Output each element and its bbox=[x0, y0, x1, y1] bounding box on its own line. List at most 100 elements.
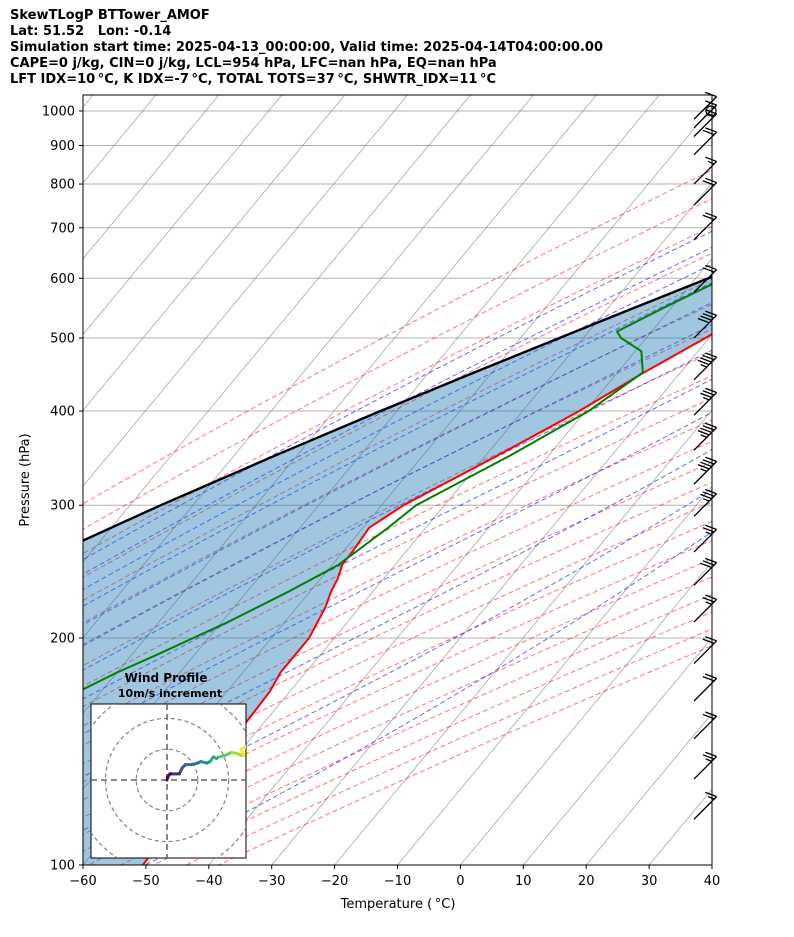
dry-adiabat-line bbox=[83, 419, 712, 727]
barb-shaft bbox=[693, 216, 718, 241]
barb-flag-full bbox=[705, 751, 717, 758]
wind-barb bbox=[693, 100, 718, 129]
wind-barb bbox=[693, 352, 718, 381]
y-axis-label: Pressure (hPa) bbox=[18, 433, 33, 526]
wind-barb bbox=[693, 310, 718, 339]
y-tick-label: 800 bbox=[50, 178, 75, 193]
barb-flag-full bbox=[705, 109, 717, 115]
barb-flag-full bbox=[705, 387, 717, 394]
barb-flag-full bbox=[700, 427, 712, 434]
moist-adiabat-line bbox=[83, 230, 712, 561]
moist-adiabat-line bbox=[83, 411, 712, 735]
moist-adiabat-line bbox=[83, 378, 712, 700]
barb-flag-full bbox=[705, 310, 717, 316]
x-tick-label: −10 bbox=[384, 874, 411, 889]
wind-barb bbox=[693, 156, 718, 185]
barb-shaft bbox=[693, 131, 718, 156]
barb-flag-full bbox=[705, 422, 717, 429]
y-tick-label: 400 bbox=[50, 405, 75, 420]
title-stability-indices: LFT IDX=10 °C, K IDX=-7 °C, TOTAL TOTS=3… bbox=[10, 72, 497, 87]
barb-shaft bbox=[693, 677, 718, 702]
isotherm-line bbox=[83, 95, 346, 411]
wind-barb bbox=[693, 636, 718, 665]
barb-shaft bbox=[693, 796, 718, 820]
moist-adiabat-line bbox=[83, 324, 712, 647]
hodograph-segment bbox=[239, 744, 246, 751]
wind-barb bbox=[705, 105, 717, 117]
dry-adiabat-line bbox=[83, 397, 712, 707]
barb-flag-full bbox=[700, 461, 712, 468]
barb-flag-full bbox=[705, 711, 717, 717]
barb-flag-full bbox=[705, 673, 717, 679]
title-station: SkewTLogP BTTower_AMOF bbox=[10, 8, 210, 23]
barb-flag-full bbox=[705, 156, 717, 163]
barb-shaft bbox=[693, 104, 718, 129]
barb-flag-full bbox=[705, 177, 717, 184]
isotherm-line bbox=[585, 712, 712, 865]
barb-flag-full bbox=[705, 212, 717, 218]
barb-shaft bbox=[693, 640, 718, 665]
barb-shaft bbox=[693, 113, 718, 137]
isotherm-line bbox=[83, 95, 597, 715]
wind-barb bbox=[693, 751, 718, 780]
x-tick-label: −60 bbox=[69, 874, 96, 889]
y-tick-label: 300 bbox=[50, 499, 75, 514]
wind-barb bbox=[693, 177, 718, 206]
x-tick-label: 10 bbox=[515, 874, 532, 889]
barb-flag-full bbox=[700, 315, 712, 321]
barb-shaft bbox=[693, 461, 718, 485]
barb-flag-full bbox=[705, 264, 717, 271]
barb-shaft bbox=[693, 493, 718, 517]
dewpoint-profile-line bbox=[83, 283, 712, 691]
barb-flag-full bbox=[705, 456, 717, 463]
barb-flag-full bbox=[697, 430, 710, 436]
calm-wind-circle bbox=[705, 105, 717, 117]
hodograph-frame bbox=[90, 703, 247, 859]
barb-shaft bbox=[693, 598, 718, 623]
dry-adiabat-line bbox=[83, 539, 712, 836]
barb-shaft bbox=[693, 715, 718, 740]
y-tick-label: 500 bbox=[50, 331, 75, 346]
wind-barb bbox=[693, 456, 718, 485]
wind-barb bbox=[693, 557, 718, 586]
title-times: Simulation start time: 2025-04-13_00:00:… bbox=[10, 40, 603, 55]
barb-flag-full bbox=[705, 352, 717, 358]
isotherm-line bbox=[522, 637, 712, 865]
x-tick-label: −20 bbox=[321, 874, 348, 889]
barb-flag-full bbox=[705, 557, 717, 564]
wind-barb bbox=[693, 488, 718, 517]
hodograph-plot bbox=[91, 704, 246, 858]
wind-barb bbox=[693, 594, 718, 623]
isotherm-line bbox=[460, 561, 712, 865]
barb-flag-half bbox=[707, 160, 715, 165]
barb-flag-half bbox=[707, 796, 715, 800]
x-tick-label: −40 bbox=[195, 874, 222, 889]
hodograph-ring bbox=[135, 748, 199, 812]
barb-shaft bbox=[693, 529, 718, 553]
hodograph-subtitle: 10m/s increment bbox=[118, 687, 222, 700]
dry-adiabat-line bbox=[185, 628, 712, 865]
isotherm-line bbox=[334, 409, 712, 865]
moist-adiabat-line bbox=[83, 246, 712, 575]
barb-flag-half bbox=[705, 531, 712, 536]
isotherm-line bbox=[83, 95, 94, 108]
dry-adiabat-line bbox=[83, 440, 712, 746]
barb-shaft bbox=[693, 96, 718, 120]
title-convective-params: CAPE=0 j/kg, CIN=0 j/kg, LCL=954 hPa, LF… bbox=[10, 56, 497, 71]
wind-barb bbox=[693, 791, 718, 820]
isotherm-line bbox=[208, 258, 712, 865]
moist-adiabat-line bbox=[83, 349, 712, 671]
barb-flag-full bbox=[697, 359, 710, 366]
barb-flag-full bbox=[705, 524, 717, 531]
parcel-path-line bbox=[83, 275, 712, 542]
barb-flag-half bbox=[702, 498, 710, 502]
y-tick-label: 1000 bbox=[42, 104, 75, 119]
title-location: Lat: 51.52 Lon: -0.14 bbox=[10, 24, 172, 39]
y-tick-label: 900 bbox=[50, 139, 75, 154]
barb-shaft bbox=[693, 392, 718, 416]
moist-adiabat-line bbox=[83, 301, 712, 626]
y-tick-label: 100 bbox=[50, 859, 75, 874]
barb-shaft bbox=[693, 427, 718, 451]
barb-flag-full bbox=[700, 392, 712, 399]
